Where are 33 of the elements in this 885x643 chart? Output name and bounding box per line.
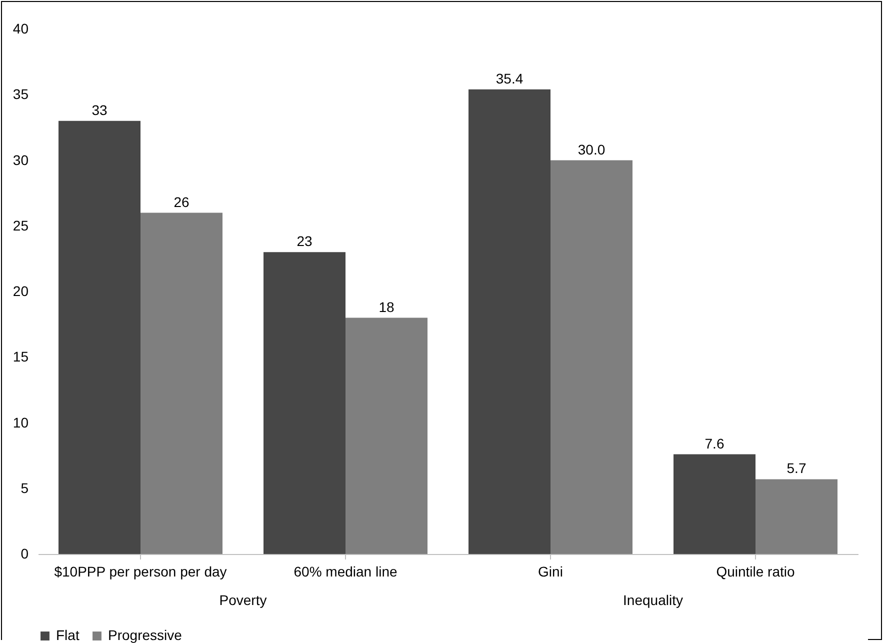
text: Poverty — [219, 592, 267, 608]
data-label: 23 — [296, 233, 312, 250]
bar — [140, 212, 222, 554]
x-tick-label: Quintile ratio — [716, 564, 796, 580]
x-tick-label: 60% median line — [294, 564, 398, 580]
bar — [468, 89, 550, 554]
legend-label: Progressive — [108, 627, 182, 643]
y-tick-label: 5 — [20, 480, 29, 496]
data-label: 30.0 — [578, 141, 606, 158]
x-tick-label: $10PPP per person per day — [54, 564, 227, 580]
y-tick-label: 10 — [12, 414, 29, 430]
bar — [674, 454, 756, 554]
data-label: 33 — [92, 102, 108, 118]
bar — [756, 479, 838, 554]
y-tick-label: 15 — [12, 348, 29, 365]
x-tick-label: Gini — [538, 564, 563, 580]
y-tick-label: 20 — [12, 283, 29, 299]
y-tick-label: 25 — [12, 217, 29, 234]
bar — [264, 252, 346, 554]
text: Inequality — [623, 592, 683, 608]
data-label: 5.7 — [786, 460, 806, 476]
bar — [346, 318, 428, 554]
legend-label: Flat — [56, 627, 80, 643]
data-label: 18 — [378, 298, 394, 315]
data-label: 35.4 — [496, 70, 524, 86]
bar — [550, 160, 632, 554]
y-tick-label: 30 — [12, 152, 29, 168]
y-tick-label: 35 — [12, 86, 29, 102]
data-label: 26 — [174, 194, 190, 210]
data-label: 7.6 — [704, 435, 724, 452]
y-tick-label: 40 — [12, 20, 29, 36]
bar — [58, 120, 140, 554]
y-tick-label: 0 — [20, 546, 29, 562]
